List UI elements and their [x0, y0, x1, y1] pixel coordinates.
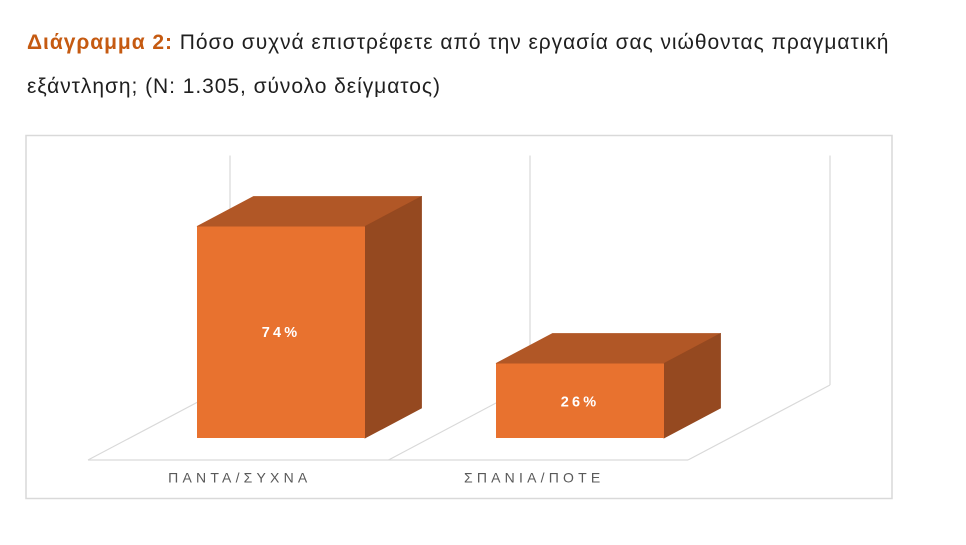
svg-text:74%: 74%: [262, 325, 301, 341]
svg-text:ΣΠΑΝΙΑ/ΠΟΤΕ: ΣΠΑΝΙΑ/ΠΟΤΕ: [464, 470, 604, 486]
svg-text:ΠΑΝΤΑ/ΣΥΧΝΑ: ΠΑΝΤΑ/ΣΥΧΝΑ: [168, 470, 311, 486]
svg-text:26%: 26%: [561, 395, 600, 411]
